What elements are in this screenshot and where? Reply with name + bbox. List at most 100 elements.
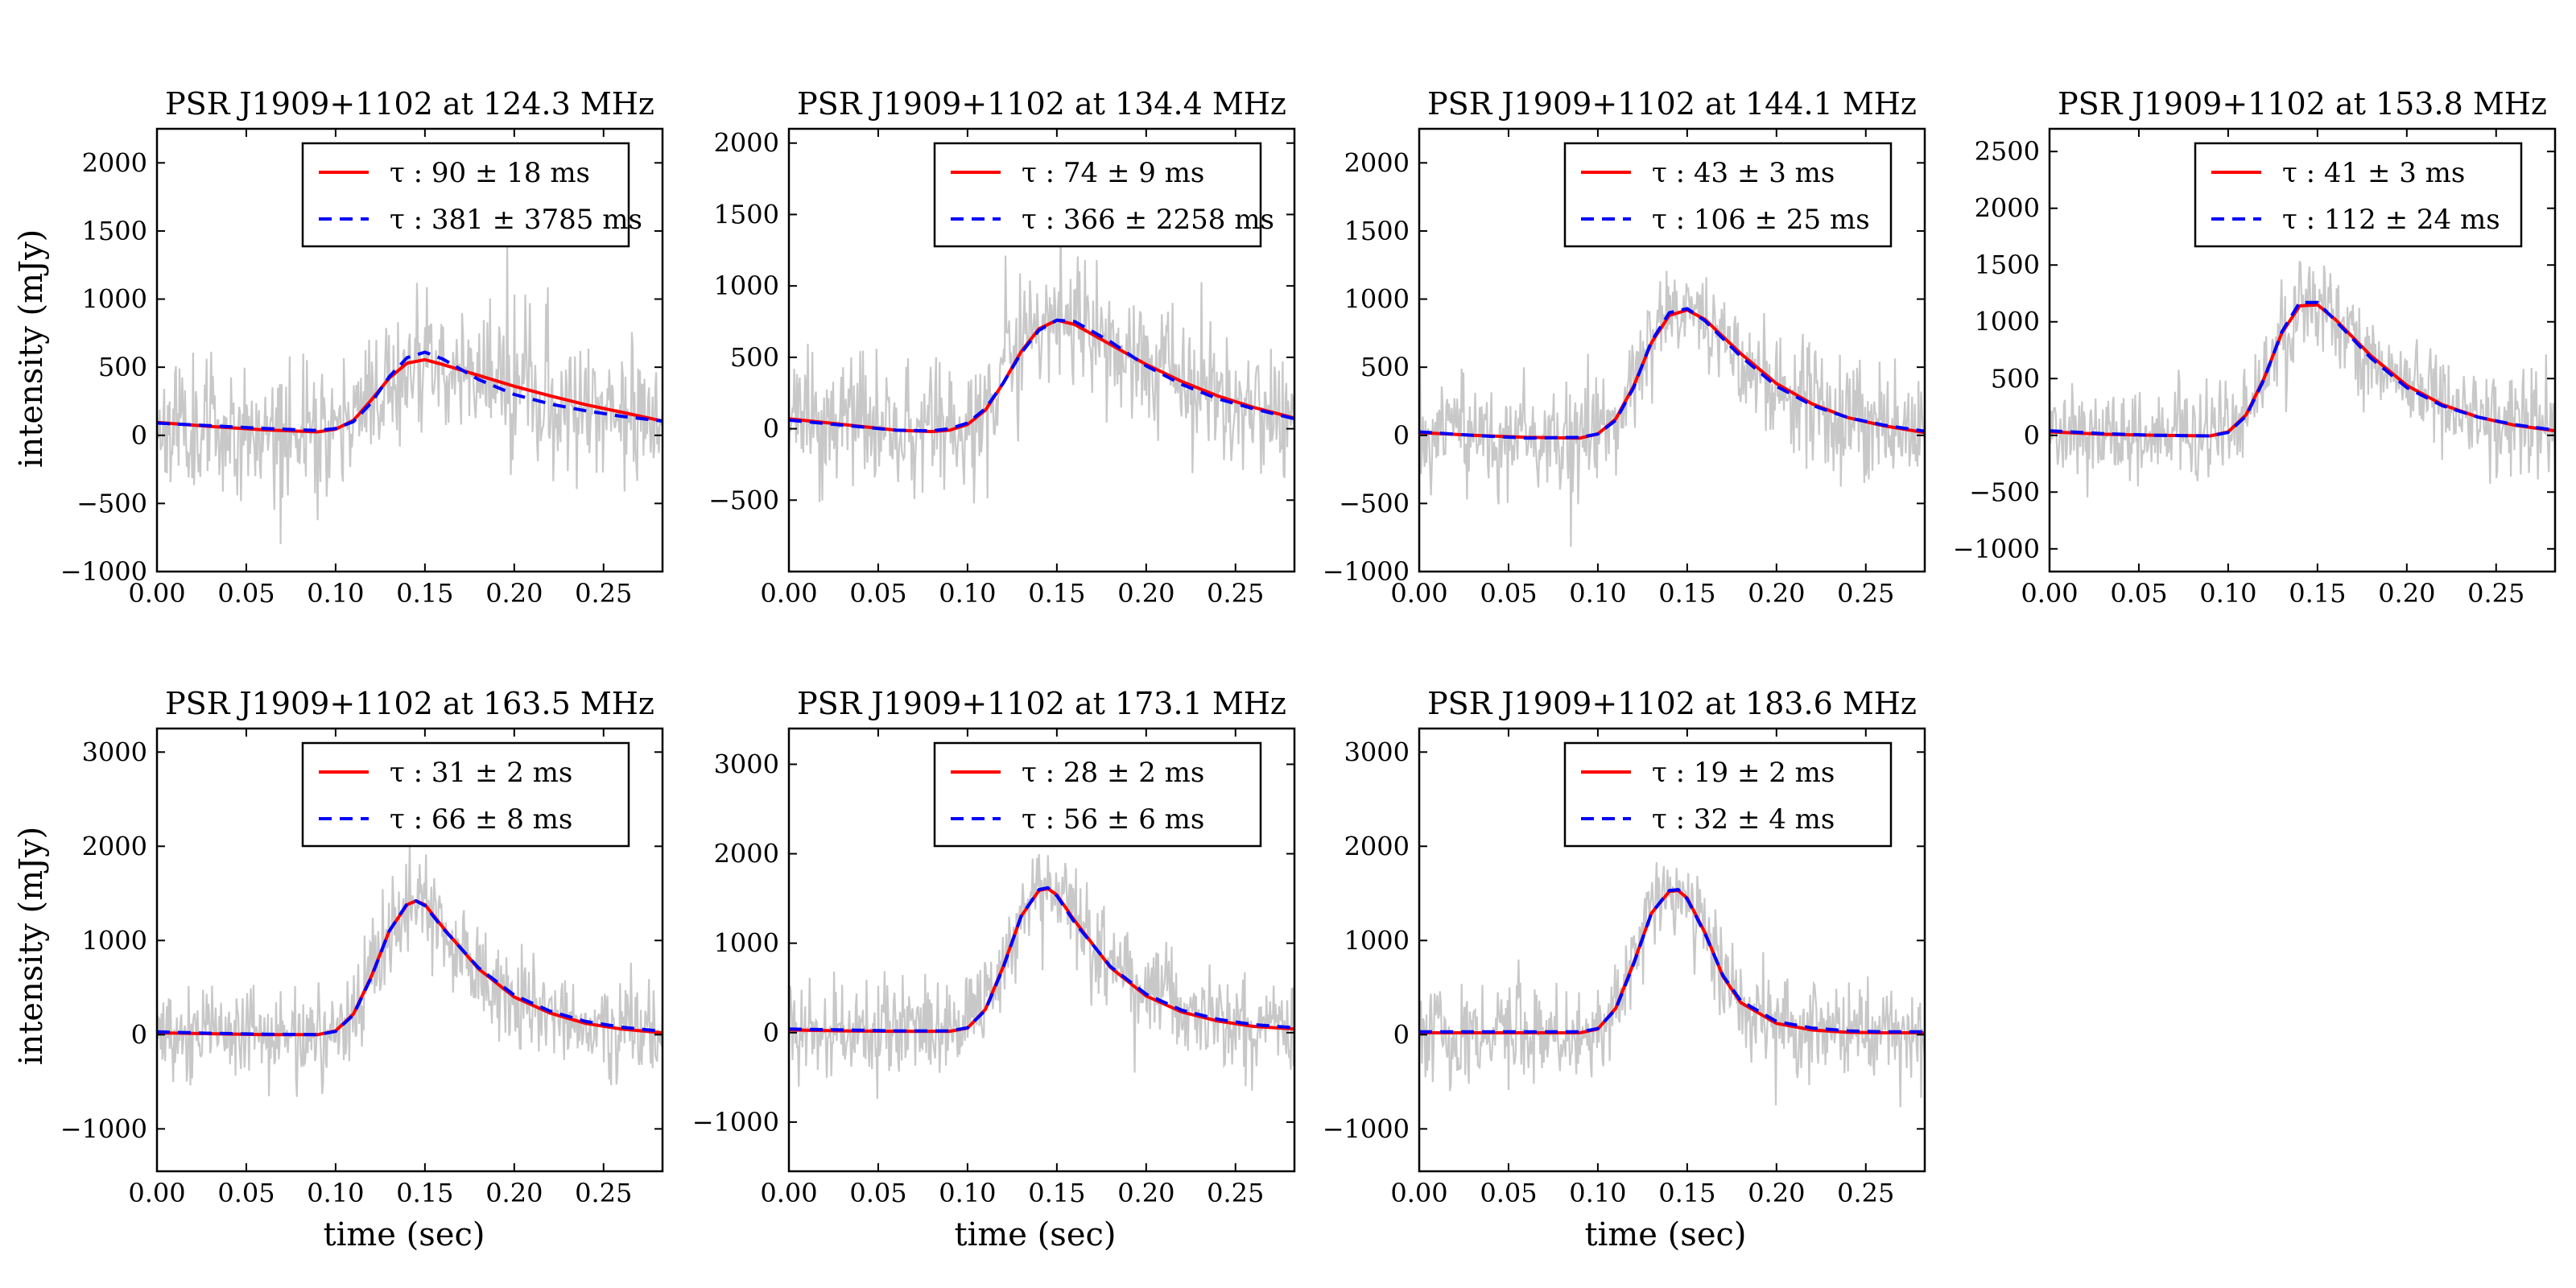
x-tick-label: 0.05 [1480,578,1537,609]
legend-label-fit1: τ : 31 ± 2 ms [390,757,572,789]
x-tick-label: 0.10 [307,578,364,609]
data-line [157,843,663,1097]
y-tick-label: 1000 [1344,284,1410,315]
x-tick-label: 0.00 [128,578,185,609]
y-tick-label: 2000 [714,839,779,869]
y-tick-label: 0 [1393,1019,1410,1050]
panel-title: PSR J1909+1102 at 153.8 MHz [2058,86,2547,122]
legend-label-fit2: τ : 112 ± 24 ms [2282,204,2500,236]
x-tick-label: 0.05 [849,578,906,609]
x-tick-label: 0.10 [2199,578,2256,609]
fit2-line [157,350,663,432]
panels-container: 0.00 0.05 0.10 0.15 0.20 0.25 −1000 −500 0 500 100… [60,86,2557,1208]
y-tick-label: 0 [131,1019,147,1050]
y-tick-label: 0 [763,414,779,444]
plot-frame [2048,127,2557,573]
x-tick-label: 0.15 [1658,1178,1715,1208]
x-tick-label: 0.25 [575,578,632,609]
plot-frame [155,727,664,1173]
x-tick-label: 0.00 [2021,578,2078,609]
x-tick-label: 0.15 [396,1178,453,1208]
x-axis-label-col2: time (sec) [955,1216,1117,1253]
data-line [157,237,663,545]
x-tick-label: 0.25 [575,1178,632,1208]
y-tick-label: −500 [708,485,779,515]
plot-frame [1418,127,1926,573]
x-tick-label: 0.05 [1480,1178,1537,1208]
x-tick-label: 0.25 [1207,578,1264,609]
x-tick-label: 0.25 [1837,578,1894,609]
fit2-line [789,318,1294,433]
x-tick-label: 0.00 [1390,1178,1447,1208]
legend-box [2194,142,2523,248]
fit2-line [1419,307,1925,440]
x-tick-label: 0.05 [217,578,275,609]
x-tick-label: 0.10 [939,578,996,609]
x-tick-label: 0.00 [760,1178,817,1208]
y-axis-label-row1: intensity (mJy) [13,229,50,469]
x-tick-label: 0.20 [1748,578,1805,609]
y-tick-label: 2000 [714,128,779,159]
y-tick-label: 3000 [1344,737,1410,767]
x-tick-label: 0.05 [849,1178,906,1208]
x-tick-label: 0.10 [1569,1178,1626,1208]
panel-title: PSR J1909+1102 at 183.6 MHz [1427,686,1917,721]
chart-panel-7: 0.00 0.05 0.10 0.15 0.20 0.25 −1000 0 1000 2000 30… [1323,686,1926,1208]
y-tick-label: −500 [1339,488,1410,518]
chart-panel-1: 0.00 0.05 0.10 0.15 0.20 0.25 −1000 −500 0 500 100… [60,86,664,609]
legend-label-fit2: τ : 66 ± 8 ms [390,803,572,836]
y-tick-label: 0 [763,1018,779,1048]
y-tick-label: 2000 [1344,147,1410,178]
legend-label-fit2: τ : 56 ± 6 ms [1022,803,1204,836]
x-tick-label: 0.20 [485,1178,543,1208]
y-tick-label: 500 [98,352,147,382]
plot-frame [1418,727,1926,1173]
y-tick-label: 0 [131,420,147,451]
panel-title: PSR J1909+1102 at 173.1 MHz [797,686,1286,721]
panel-title: PSR J1909+1102 at 144.1 MHz [1427,86,1917,122]
legend: τ : 31 ± 2 ms τ : 66 ± 8 ms [301,741,630,848]
y-tick-label: −1000 [692,1107,779,1137]
x-tick-label: 0.20 [1117,1178,1174,1208]
x-tick-label: 0.25 [1837,1178,1894,1208]
legend: τ : 43 ± 3 ms τ : 106 ± 25 ms [1563,142,1893,248]
y-tick-label: 1000 [1975,307,2040,337]
legend-label-fit1: τ : 90 ± 18 ms [390,157,590,189]
y-tick-label: 2500 [1975,136,2040,167]
y-tick-label: 1000 [82,284,147,315]
x-tick-label: 0.25 [2467,578,2524,609]
y-tick-label: 1500 [1344,216,1410,246]
y-tick-label: 1500 [1975,250,2040,280]
plot-frame [787,127,1296,573]
fit2-line [789,886,1294,1033]
legend-box [301,142,630,248]
plot-frame [155,127,664,573]
data-line [1419,862,1925,1108]
legend-label-fit1: τ : 19 ± 2 ms [1652,757,1835,789]
x-tick-label: 0.15 [396,578,453,609]
legend-box [1563,142,1893,248]
y-tick-label: 3000 [82,737,147,767]
panel-title: PSR J1909+1102 at 134.4 MHz [797,86,1286,122]
legend-box [933,142,1262,248]
x-tick-label: 0.25 [1207,1178,1264,1208]
legend: τ : 19 ± 2 ms τ : 32 ± 4 ms [1563,741,1893,848]
y-tick-label: 2000 [1975,193,2040,224]
y-tick-label: 1000 [714,270,779,301]
legend: τ : 90 ± 18 ms τ : 381 ± 3785 ms [301,142,642,248]
legend-label-fit2: τ : 366 ± 2258 ms [1022,204,1274,236]
x-tick-label: 0.10 [939,1178,996,1208]
legend-label-fit1: τ : 74 ± 9 ms [1022,157,1204,189]
legend-box [933,741,1262,848]
y-tick-label: −1000 [60,1113,147,1144]
x-tick-label: 0.05 [217,1178,275,1208]
y-tick-label: 500 [730,342,779,373]
x-tick-label: 0.20 [1117,578,1174,609]
legend: τ : 28 ± 2 ms τ : 56 ± 6 ms [933,741,1262,848]
x-tick-label: 0.05 [2110,578,2167,609]
y-tick-label: −1000 [60,556,147,587]
legend-label-fit1: τ : 28 ± 2 ms [1022,757,1204,789]
legend: τ : 74 ± 9 ms τ : 366 ± 2258 ms [933,142,1274,248]
y-tick-label: 1000 [1344,925,1410,956]
